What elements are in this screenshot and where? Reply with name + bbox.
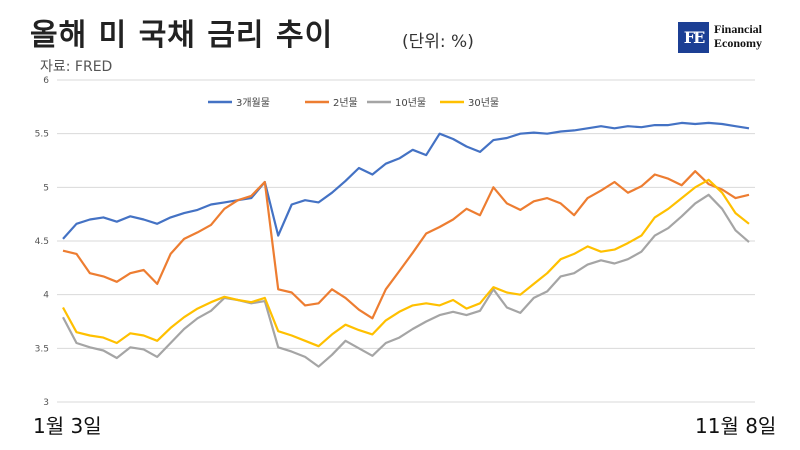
- x-axis-end-label: 11월 8일: [695, 414, 777, 438]
- y-tick-label-6: 6: [43, 76, 49, 86]
- legend-label-2: 10년물: [395, 97, 426, 109]
- logo-line-1: Financial: [714, 22, 763, 36]
- series-line-1: [62, 170, 750, 320]
- unit-label: (단위: %): [402, 32, 474, 52]
- series-line-0: [62, 121, 750, 240]
- fe-logo-mark: FE: [678, 22, 709, 53]
- legend-label-1: 2년물: [333, 97, 358, 109]
- series-line-3: [62, 178, 750, 348]
- legend-label-0: 3개월물: [236, 97, 270, 109]
- y-tick-label-1: 3.5: [35, 344, 49, 354]
- page-title: 올해 미 국채 금리 추이: [30, 18, 334, 53]
- y-tick-label-5: 5.5: [35, 130, 49, 140]
- y-tick-label-4: 5: [43, 183, 49, 193]
- source-label: 자료: FRED: [40, 59, 113, 75]
- x-axis-start-label: 1월 3일: [33, 414, 102, 438]
- y-tick-label-3: 4.5: [35, 237, 49, 247]
- series-line-2: [62, 193, 750, 368]
- logo-text: Financial Economy: [714, 22, 762, 50]
- y-tick-label-0: 3: [43, 398, 49, 408]
- financial-economy-logo: FE Financial Economy: [678, 22, 786, 56]
- y-tick-label-2: 4: [43, 291, 49, 301]
- logo-line-2: Economy: [714, 36, 762, 50]
- legend-label-3: 30년물: [468, 97, 499, 109]
